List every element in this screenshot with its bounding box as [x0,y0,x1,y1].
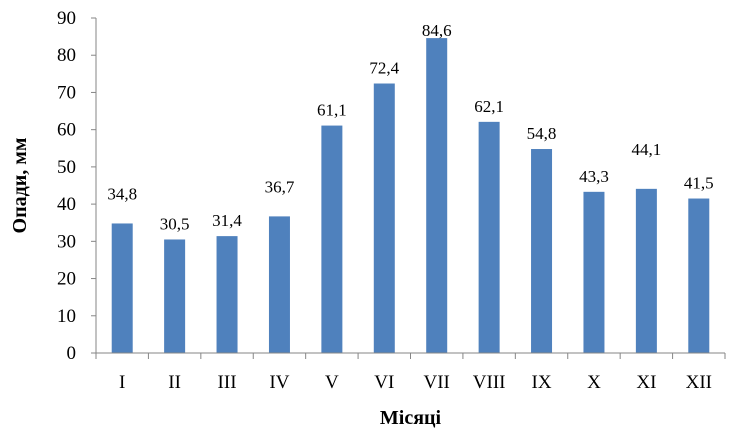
bar [635,188,657,353]
x-tick-label: XI [636,372,656,393]
data-label: 34,8 [107,184,137,203]
bars [111,38,710,353]
bar [426,38,448,353]
x-tick-label: V [325,372,339,393]
data-label: 54,8 [527,124,557,143]
bar [583,191,605,353]
x-tick-label: II [168,372,181,393]
y-tick-label: 70 [57,82,76,103]
y-axis-ticks: 0 10 20 30 40 50 60 70 80 90 [57,8,96,364]
data-label: 44,1 [632,140,662,159]
data-label: 43,3 [579,167,609,186]
data-label: 36,7 [265,177,295,196]
y-axis-title: Опади, мм [9,138,31,234]
y-tick-label: 90 [57,8,76,29]
x-tick-label: XII [686,372,712,393]
y-tick-label: 40 [57,194,76,215]
bar [164,239,186,353]
data-label: 61,1 [317,101,347,120]
x-tick-label: VIII [473,372,506,393]
bar [321,125,343,353]
x-tick-label: VII [424,372,450,393]
data-label: 62,1 [474,97,504,116]
bar [268,216,290,353]
y-tick-label: 20 [57,269,76,290]
x-axis-title: Місяці [380,407,442,429]
bar [478,121,500,353]
data-label: 84,6 [422,21,452,40]
y-tick-label: 60 [57,120,76,141]
data-label: 41,5 [684,174,714,193]
y-tick-label: 0 [67,343,77,364]
y-tick-label: 50 [57,157,76,178]
x-tick-label: III [218,372,237,393]
y-tick-label: 10 [57,306,76,327]
bar [216,236,238,353]
data-label: 30,5 [160,214,190,233]
x-tick-label: X [587,372,601,393]
x-tick-label: IV [269,372,289,393]
bar [688,198,710,353]
y-tick-label: 30 [57,231,76,252]
x-tick-label: I [119,372,125,393]
bar [373,83,395,353]
y-tick-label: 80 [57,45,76,66]
bar [111,223,133,353]
x-tick-label: VI [374,372,394,393]
data-labels: 34,8 30,5 31,4 36,7 61,1 72,4 84,6 62,1 54,8 43,3… [107,21,713,233]
x-axis-ticks: I II III IV V VI VII VIII IX X XI XII [95,353,726,393]
bar [531,149,553,353]
x-tick-label: IX [532,372,552,393]
data-label: 31,4 [212,211,242,230]
data-label: 72,4 [369,59,399,78]
